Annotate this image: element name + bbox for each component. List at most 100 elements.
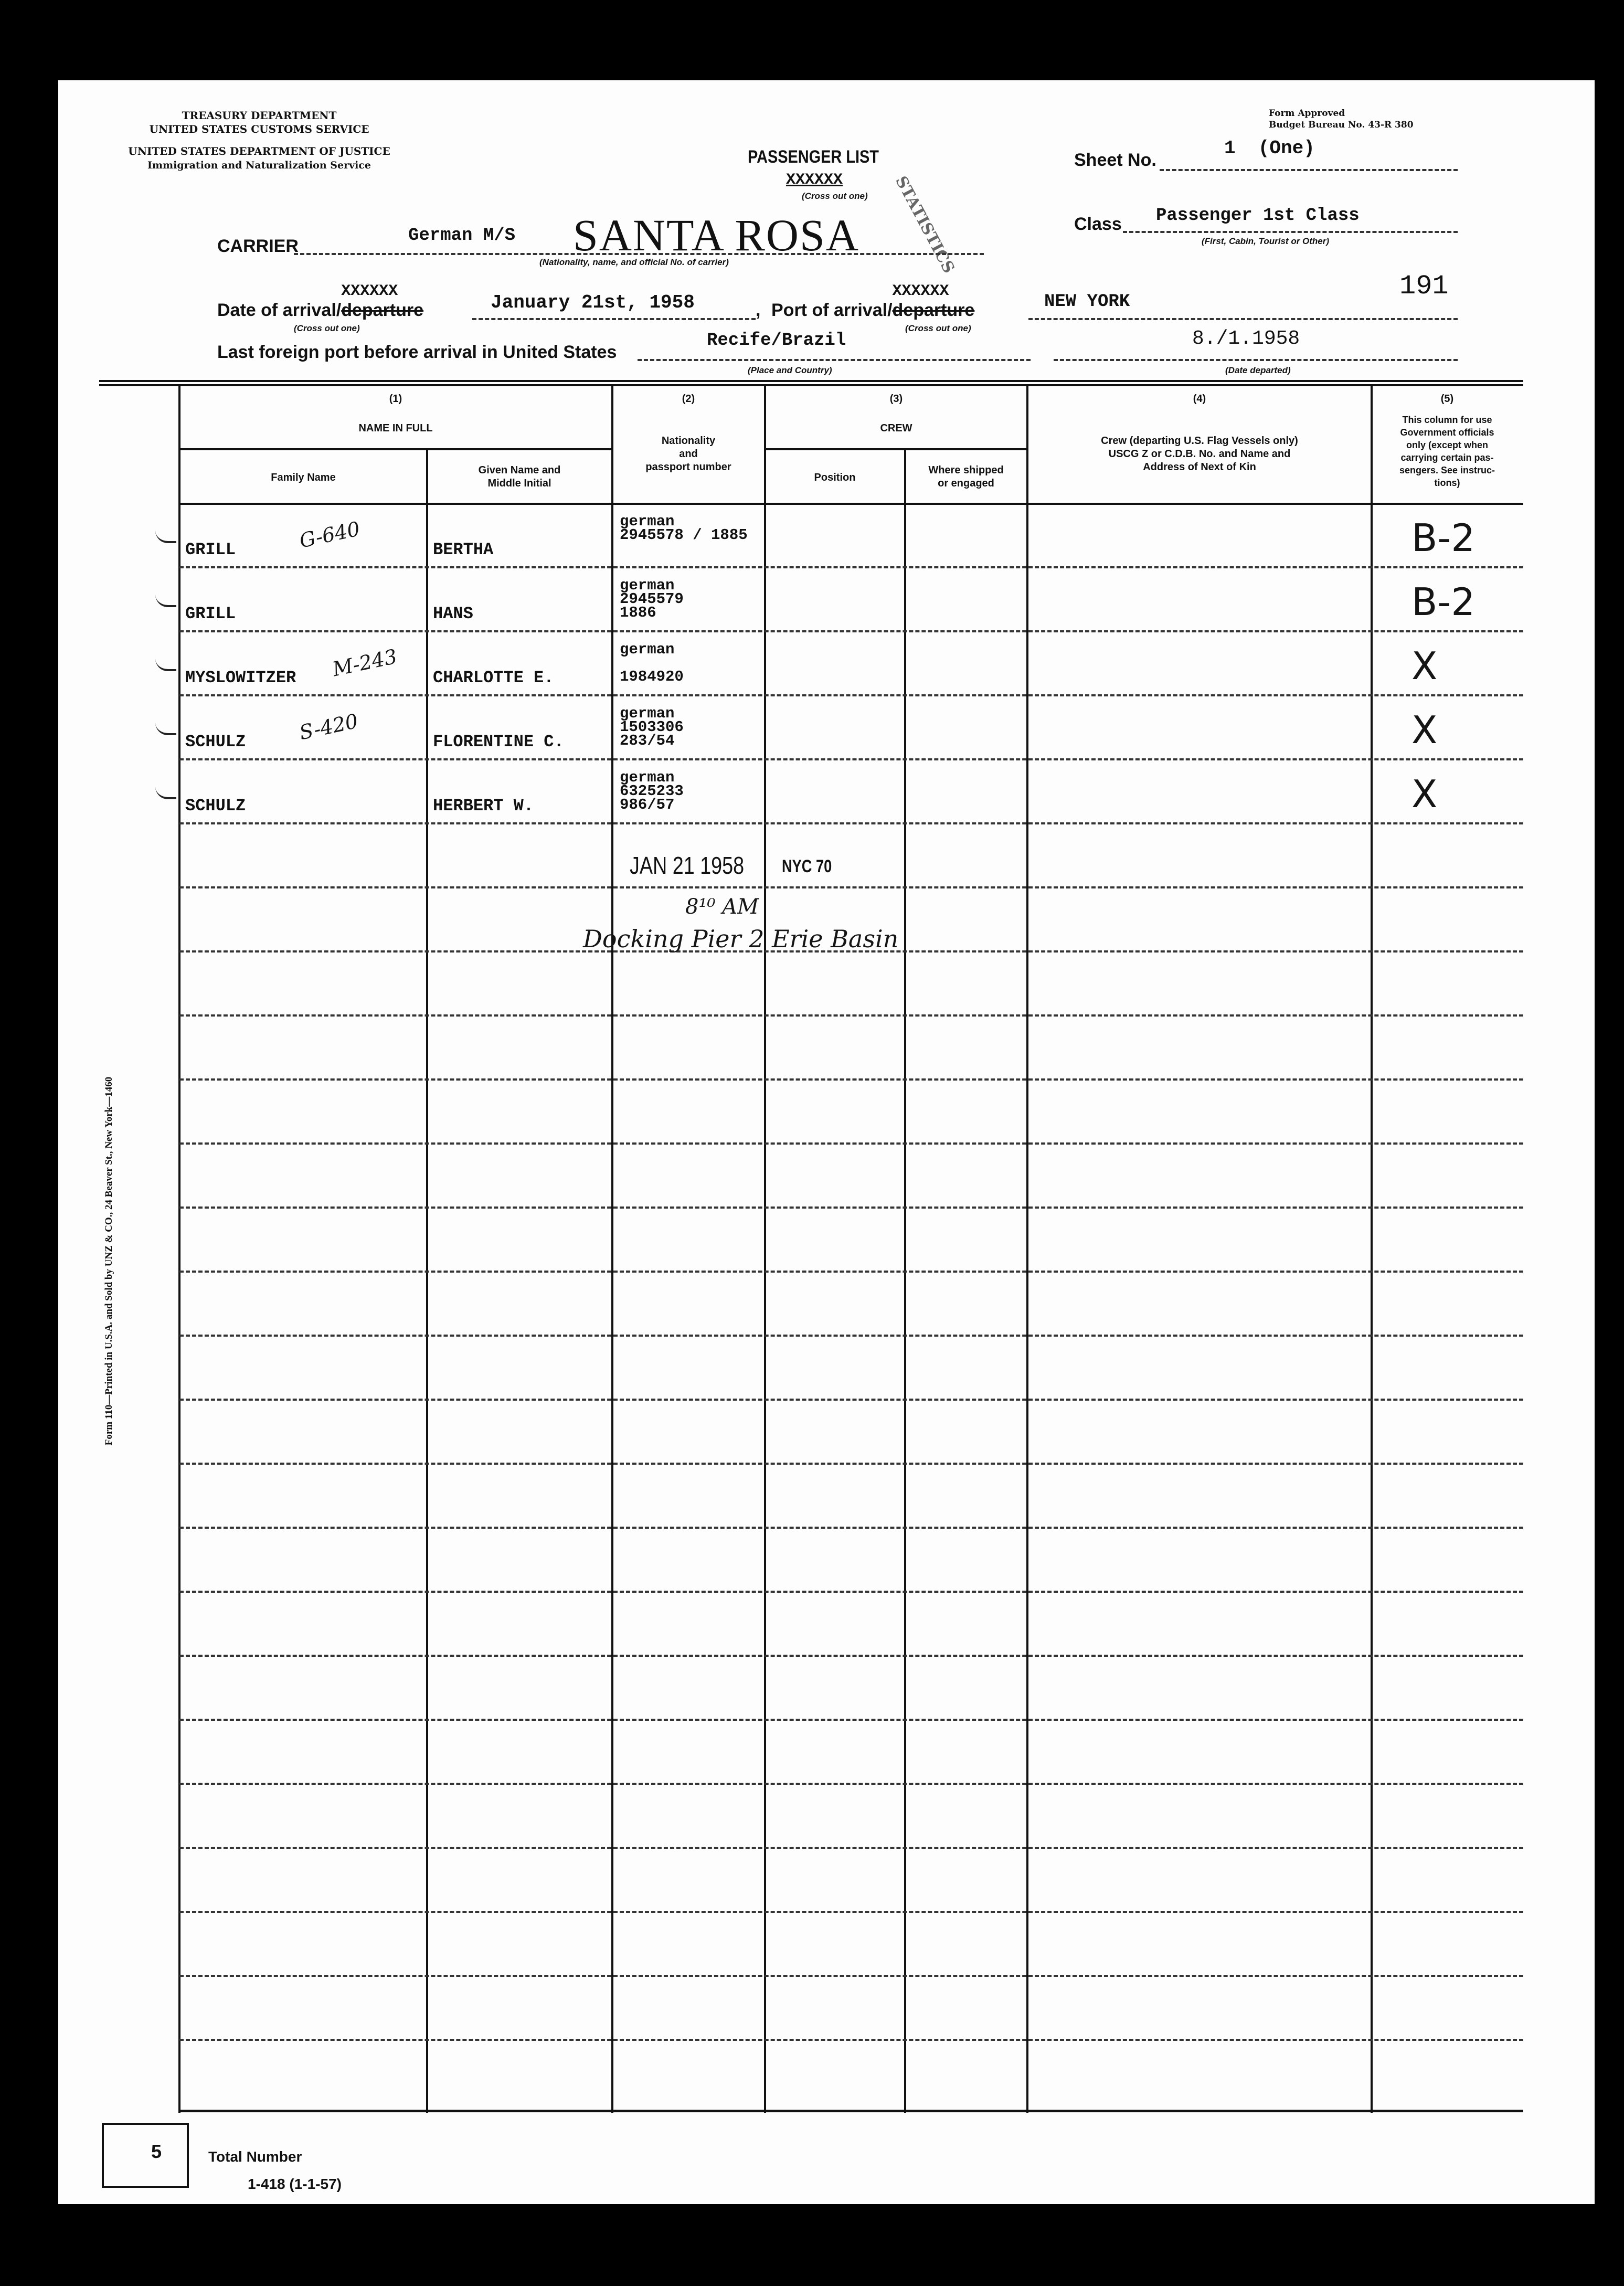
- row-divider: [179, 1591, 1523, 1593]
- struck-text: departure: [341, 300, 424, 320]
- header-bottom-rule: [179, 503, 1523, 505]
- last-port-line: [638, 359, 1031, 361]
- form-title: PASSENGER LIST: [747, 147, 879, 167]
- given-name: FLORENTINE C.: [433, 732, 564, 752]
- port-arrival-value: NEW YORK: [1044, 292, 1130, 312]
- carrier-nationality: German M/S: [408, 226, 516, 246]
- row-divider: [179, 1399, 1523, 1401]
- passenger-list-form: [58, 80, 1595, 2204]
- column-divider: [904, 449, 906, 2113]
- sheet-line: [1160, 169, 1458, 171]
- col-family-name: Family Name: [271, 472, 336, 483]
- given-name: BERTHA: [433, 540, 494, 559]
- family-name: MYSLOWITZER: [185, 668, 296, 687]
- comma: ,: [756, 300, 761, 320]
- overtype-x: XXXXXX: [341, 282, 398, 300]
- date-departed-value: 8./1.1958: [1192, 327, 1300, 350]
- nationality-passport: german 2945578 / 1885: [620, 513, 748, 544]
- port-line: [1028, 318, 1458, 320]
- printer-note: Form 110—Printed in U.S.A. and Sold by U…: [103, 1076, 114, 1446]
- port-label-text: Port of arrival/: [771, 300, 893, 320]
- column-divider: [611, 386, 613, 2113]
- col-where-shipped: Where shipped or engaged: [928, 464, 1004, 489]
- budget-bureau-number: Budget Bureau No. 43-R 380: [1269, 120, 1414, 130]
- family-name: GRILL: [185, 540, 236, 559]
- col-official-use: This column for use Government officials…: [1399, 415, 1495, 488]
- form-number: 1-418 (1-1-57): [248, 2176, 342, 2192]
- row-divider: [179, 1335, 1523, 1337]
- row-divider: [179, 1206, 1523, 1209]
- row-divider: [179, 566, 1523, 568]
- row-divider: [179, 1719, 1523, 1721]
- port-code-stamp: NYC 70: [782, 856, 832, 876]
- date-arrival-label: Date of arrival/departure XXXXXX: [217, 282, 424, 321]
- port-arrival-label: Port of arrival/departure XXXXXX: [771, 282, 975, 321]
- overtype-x: XXXXXX: [786, 171, 843, 189]
- title-caption: (Cross out one): [802, 191, 868, 201]
- last-port-value: Recife/Brazil: [707, 331, 846, 351]
- row-divider: [179, 822, 1523, 824]
- row-divider: [179, 1527, 1523, 1529]
- date-departed-caption: (Date departed): [1225, 365, 1291, 375]
- header-rule: [99, 380, 1523, 382]
- carrier-label: CARRIER: [217, 236, 299, 256]
- row-divider: [179, 1911, 1523, 1913]
- agency-line-2: UNITED STATES CUSTOMS SERVICE: [149, 123, 369, 135]
- col3-number: (3): [889, 393, 903, 405]
- date-departed-line: [1054, 359, 1458, 361]
- class-label: Class: [1074, 214, 1122, 234]
- col5-number: (5): [1440, 393, 1454, 405]
- sheet-label: Sheet No.: [1074, 150, 1156, 170]
- row-divider: [179, 886, 1523, 888]
- nationality-passport: german 2945579 1886: [620, 577, 684, 621]
- total-number-box: 5: [102, 2123, 189, 2188]
- total-number-value: 5: [151, 2141, 162, 2162]
- official-mark: B-2: [1411, 580, 1476, 624]
- table-bottom-rule: [179, 2110, 1523, 2112]
- row-divider: [179, 630, 1523, 632]
- row-divider: [179, 1014, 1523, 1017]
- row-divider: [179, 1975, 1523, 1977]
- last-port-caption: (Place and Country): [748, 365, 832, 375]
- column-divider: [1026, 386, 1028, 2113]
- nationality-passport: german 1984920: [620, 641, 684, 685]
- arrival-time-note: 8¹⁰ AM: [685, 895, 759, 919]
- family-name: GRILL: [185, 604, 236, 623]
- agency-line-3: UNITED STATES DEPARTMENT OF JUSTICE: [128, 145, 390, 157]
- col1-number: (1): [389, 393, 402, 405]
- row-divider: [179, 2039, 1523, 2041]
- subheader-rule: [179, 448, 612, 450]
- arrival-date-stamp: JAN 21 1958: [630, 852, 745, 879]
- col-nationality: Nationality and passport number: [645, 435, 731, 473]
- port-struck-word: departure XXXXXX: [892, 282, 975, 321]
- date-struck-word: departure XXXXXX: [341, 282, 424, 321]
- arrival-date-value: January 21st, 1958: [491, 292, 695, 313]
- col-given-name: Given Name and Middle Initial: [478, 464, 561, 489]
- date-caption: (Cross out one): [294, 323, 360, 333]
- last-port-label: Last foreign port before arrival in Unit…: [217, 342, 617, 362]
- row-divider: [179, 1783, 1523, 1785]
- given-name: CHARLOTTE E.: [433, 668, 554, 687]
- col1-title: NAME IN FULL: [358, 422, 433, 434]
- sheet-value: 1 (One): [1224, 137, 1315, 159]
- given-name: HERBERT W.: [433, 796, 534, 816]
- row-divider: [179, 1847, 1523, 1849]
- date-label-text: Date of arrival/: [217, 300, 342, 320]
- row-divider: [179, 1271, 1523, 1273]
- family-name: SCHULZ: [185, 796, 246, 816]
- row-divider: [179, 1142, 1523, 1145]
- carrier-line: [294, 253, 984, 255]
- row-divider: [179, 950, 1523, 952]
- col2-number: (2): [682, 393, 695, 405]
- agency-line-1: TREASURY DEPARTMENT: [182, 109, 337, 122]
- struck-text: departure: [892, 300, 975, 320]
- check-mark: [155, 659, 176, 671]
- col-next-of-kin: Crew (departing U.S. Flag Vessels only) …: [1101, 435, 1298, 473]
- column-divider: [1371, 386, 1373, 2113]
- check-mark: [155, 787, 176, 799]
- row-divider: [179, 694, 1523, 696]
- row-divider: [179, 1463, 1523, 1465]
- class-line: [1123, 231, 1458, 233]
- column-divider: [426, 449, 428, 2113]
